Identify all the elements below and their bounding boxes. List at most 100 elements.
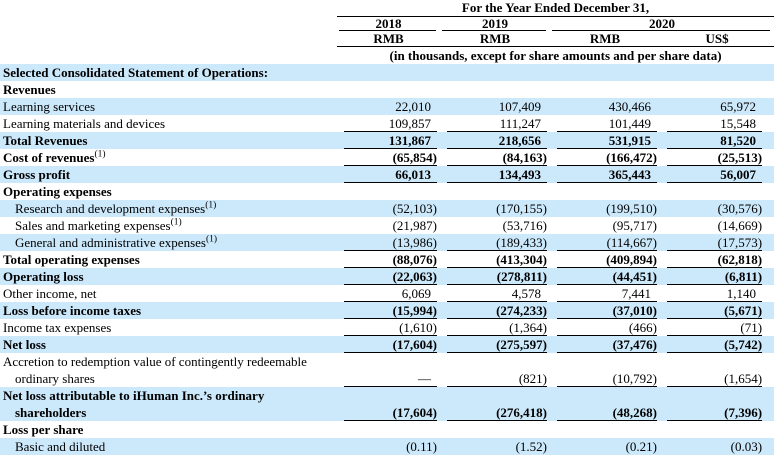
cell-value: (62,818)	[717, 252, 763, 267]
cell-value: 81,520	[720, 133, 757, 148]
row-label-cell: Sales and marketing expenses(1)	[0, 217, 337, 234]
header-label-spacer	[0, 0, 337, 17]
row-label-cell: General and administrative expenses(1)	[0, 234, 337, 251]
value-cell: (22,063)	[337, 268, 440, 285]
cell-value: —	[418, 371, 431, 386]
cell-value: (25,513)	[717, 150, 763, 165]
value-cell: (0.03)	[660, 438, 774, 455]
value-cell: (466)	[550, 319, 660, 336]
value-cell: (189,433)	[440, 234, 550, 251]
row-label-line2: ordinary shares	[15, 371, 95, 386]
row-label: Loss per share	[3, 422, 84, 437]
table-row: Basic and diluted (0.11) (1.52) (0.21) (0.03…	[0, 438, 774, 455]
value-cell: (88,076)	[337, 251, 440, 268]
value-cell: (413,304)	[440, 251, 550, 268]
value-cell: (95,717)	[550, 217, 660, 234]
row-label-cell: Learning services	[0, 98, 337, 115]
cell-value: (10,792)	[612, 371, 657, 386]
cell-value: 4,578	[511, 286, 541, 301]
cell-value: (30,576)	[717, 201, 763, 216]
cell-value: (88,076)	[392, 252, 437, 267]
row-label: Net loss attributable to iHuman Inc.’s o…	[3, 388, 265, 403]
row-label-cell: Other income, net	[0, 285, 337, 302]
value-cell: 65,972	[660, 98, 774, 115]
cell-value: (21,987)	[392, 218, 437, 233]
value-cell: (5,671)	[660, 302, 774, 319]
footnote-ref: (1)	[205, 234, 218, 245]
value-cell	[337, 183, 440, 200]
cell-value: (44,451)	[612, 269, 657, 284]
cell-value: (48,268)	[612, 405, 657, 420]
value-cell	[660, 81, 774, 98]
value-cell: (17,604)	[337, 336, 440, 353]
cell-value: 531,915	[608, 133, 651, 148]
row-label: Cost of revenues	[3, 150, 95, 165]
table-row: Cost of revenues(1) (65,854) (84,163) (166,…	[0, 149, 774, 166]
footnote-ref: (1)	[94, 149, 106, 160]
table-row: Learning materials and devices 109,857 111…	[0, 115, 774, 132]
cell-value: (199,510)	[606, 201, 657, 216]
value-cell	[550, 64, 660, 81]
table-row: Operating expenses	[0, 183, 774, 200]
value-cell: 81,520	[660, 132, 774, 149]
cell-value: 131,867	[388, 133, 431, 148]
cell-value: 7,441	[621, 286, 651, 301]
value-cell: 531,915	[550, 132, 660, 149]
table-row: Loss before income taxes (15,994) (274,233…	[0, 302, 774, 319]
year-2018-heading: 2018	[337, 16, 440, 31]
cell-value: (1,610)	[399, 320, 437, 335]
row-label: Net loss	[3, 337, 46, 352]
value-cell: (166,472)	[550, 149, 660, 166]
cell-value: (114,667)	[606, 235, 657, 250]
header-label-spacer	[0, 47, 337, 65]
row-label-cell: Cost of revenues(1)	[0, 149, 337, 166]
table-row: General and administrative expenses(1) (1…	[0, 234, 774, 251]
row-label-cell: Basic and diluted	[0, 438, 337, 455]
cell-value: 134,493	[498, 167, 541, 182]
value-cell: (274,233)	[440, 302, 550, 319]
cell-value: (276,418)	[496, 405, 547, 420]
value-cell: (13,986)	[337, 234, 440, 251]
cell-value: 6,069	[401, 286, 431, 301]
row-label: Sales and marketing expenses	[15, 218, 171, 233]
cell-value: (95,717)	[612, 218, 657, 233]
table-row: Gross profit 66,013 134,493 365,443 56,007	[0, 166, 774, 183]
header-spanner-row: For the Year Ended December 31,	[0, 0, 774, 17]
value-cell: (17,573)	[660, 234, 774, 251]
units-note: (in thousands, except for share amounts …	[389, 48, 722, 63]
currency-rmb-2019: RMB	[440, 31, 550, 47]
value-cell: (7,396)	[660, 387, 774, 421]
value-cell: 430,466	[550, 98, 660, 115]
cell-value: 66,013	[395, 167, 431, 182]
value-cell: 56,007	[660, 166, 774, 183]
row-label: Learning services	[3, 99, 96, 114]
cell-value: (14,669)	[717, 218, 763, 233]
table-row: Sales and marketing expenses(1) (21,987) (…	[0, 217, 774, 234]
value-cell: (5,742)	[660, 336, 774, 353]
row-label: Total operating expenses	[3, 252, 140, 267]
table-row: Net loss (17,604) (275,597) (37,476) (5,742)	[0, 336, 774, 353]
value-cell: (15,994)	[337, 302, 440, 319]
cell-value: 56,007	[720, 167, 757, 182]
value-cell	[440, 81, 550, 98]
value-cell: (409,894)	[550, 251, 660, 268]
row-label: General and administrative expenses	[15, 235, 206, 250]
cell-value: (7,396)	[724, 405, 763, 420]
cell-value: (17,573)	[717, 235, 763, 250]
cell-value: (52,103)	[392, 201, 437, 216]
row-label-cell: Net loss	[0, 336, 337, 353]
row-label-cell: Loss before income taxes	[0, 302, 337, 319]
value-cell: (0.11)	[337, 438, 440, 455]
cell-value: (5,671)	[724, 303, 763, 318]
row-label: Gross profit	[3, 167, 71, 182]
row-label: Research and development expenses	[15, 201, 206, 216]
table-row: Research and development expenses(1) (52,…	[0, 200, 774, 217]
value-cell: (21,987)	[337, 217, 440, 234]
value-cell: (276,418)	[440, 387, 550, 421]
value-cell: (62,818)	[660, 251, 774, 268]
currency-usd-2020: US$	[660, 31, 774, 47]
footnote-ref: (1)	[170, 217, 182, 228]
header-currency-row: RMB RMB RMB US$	[0, 31, 774, 47]
value-cell: (37,010)	[550, 302, 660, 319]
